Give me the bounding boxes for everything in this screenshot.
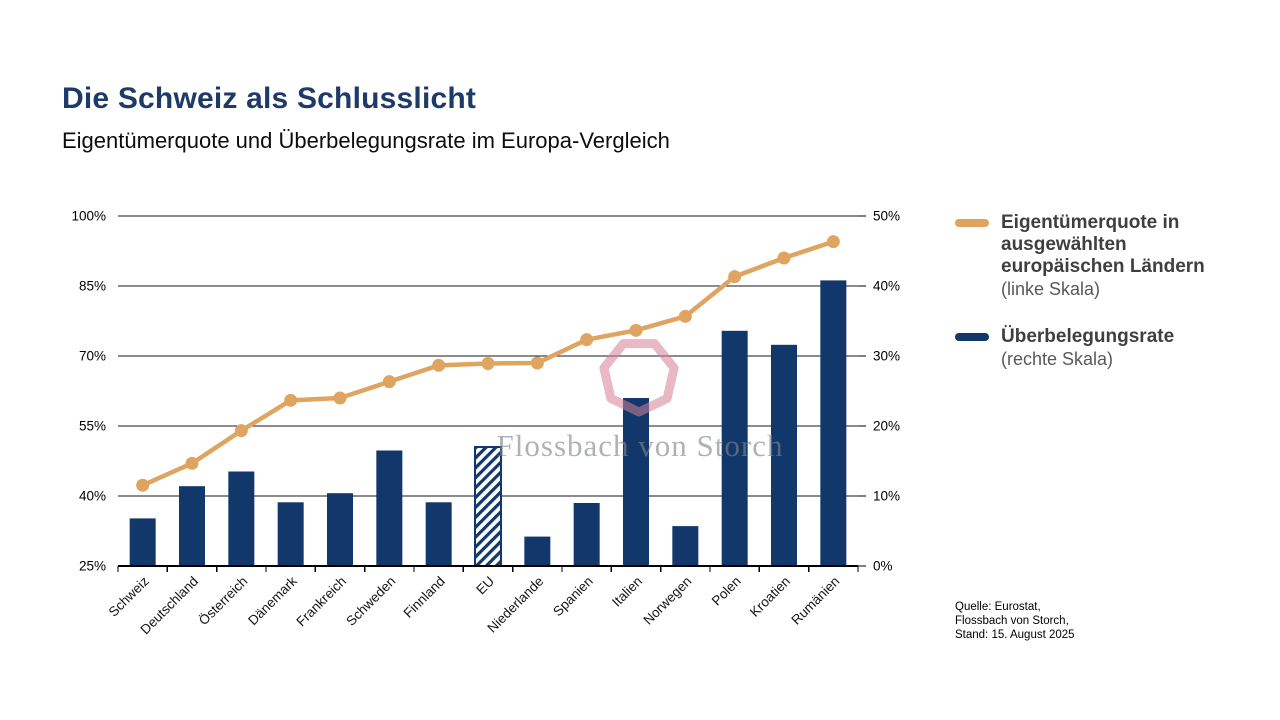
legend-entry-text: Eigentümerquote in ausgewählten europäis…: [1001, 212, 1205, 300]
legend-label-line: Überbelegungsrate: [1001, 326, 1175, 347]
bar-spanien: [573, 503, 600, 566]
left-axis-label-40-: 40%: [79, 489, 106, 504]
legend-sublabel: (rechte Skala): [1001, 349, 1114, 369]
page-subtitle: Eigentümerquote und Überbelegungsrate im…: [62, 128, 670, 153]
bar-kroatien: [771, 344, 797, 566]
line-marker-italien: [629, 323, 643, 337]
legend-entry-ueberbelegungsrate: Überbelegungsrate (rechte Skala): [955, 326, 1255, 370]
left-axis-label-70-: 70%: [79, 349, 106, 364]
bar-deutschland: [179, 486, 205, 566]
line-marker-oesterreich: [234, 424, 248, 438]
line-marker-finnland: [432, 358, 446, 372]
chart-canvas: 100% 50% 85% 40% 70% 30% 55% 20% 40% 10% 25% 0% Schw…: [71, 209, 900, 638]
line-marker-niederlande: [530, 356, 544, 370]
page-title: Die Schweiz als Schlusslicht: [62, 82, 477, 115]
line-marker-norwegen: [678, 309, 692, 323]
line-marker-daenemark: [284, 393, 298, 407]
category-label-frankreich: Frankreich: [293, 574, 349, 630]
line-marker-schweden: [382, 375, 396, 389]
bar-italien: [623, 398, 649, 566]
bar-series-swatch: [955, 333, 989, 341]
source-line: Stand: 15. August 2025: [955, 629, 1075, 641]
left-axis-label-85-: 85%: [79, 279, 106, 294]
category-label-polen: Polen: [709, 574, 744, 609]
legend-label-line: europäischen Ländern: [1001, 256, 1205, 277]
bar-rumaenien: [820, 280, 847, 566]
right-axis-label-0-: 0%: [873, 559, 893, 574]
bar-niederlande: [524, 536, 551, 566]
left-axis-label-100-: 100%: [71, 209, 106, 224]
bar-eu: [474, 446, 502, 567]
source-line: Flossbach von Storch,: [955, 615, 1069, 627]
category-label-italien: Italien: [609, 574, 645, 610]
right-axis-label-50-: 50%: [873, 209, 900, 224]
line-marker-schweiz: [136, 478, 150, 492]
left-axis-label-55-: 55%: [79, 419, 106, 434]
legend-label-line: Eigentümerquote in: [1001, 212, 1180, 233]
legend-entry-text: Überbelegungsrate (rechte Skala): [1001, 326, 1174, 370]
line-marker-polen: [728, 270, 742, 284]
line-marker-rumaenien: [826, 235, 840, 249]
bar-schweden: [376, 450, 403, 566]
category-label-spanien: Spanien: [550, 574, 596, 620]
category-label-finnland: Finnland: [401, 574, 448, 621]
right-axis-label-40-: 40%: [873, 279, 900, 294]
right-axis-label-20-: 20%: [873, 419, 900, 434]
line-marker-eu: [481, 356, 495, 370]
right-axis-label-10-: 10%: [873, 489, 900, 504]
category-label-rumaenien: Rumänien: [788, 574, 842, 628]
bar-schweiz: [129, 518, 156, 566]
watermark-text: Flossbach von Storch: [497, 428, 784, 463]
category-label-oesterreich: Österreich: [196, 574, 251, 629]
right-axis-label-30-: 30%: [873, 349, 900, 364]
legend-label-line: ausgewählten: [1001, 234, 1127, 255]
line-marker-deutschland: [185, 456, 199, 470]
category-label-daenemark: Dänemark: [245, 573, 300, 628]
left-axis-label-25-: 25%: [79, 559, 106, 574]
line-marker-spanien: [580, 333, 594, 347]
category-label-eu: EU: [473, 574, 497, 598]
line-marker-kroatien: [777, 251, 791, 265]
bar-oesterreich: [228, 471, 255, 566]
bar-frankreich: [327, 493, 353, 566]
line-marker-frankreich: [333, 391, 347, 405]
bar-polen: [721, 330, 748, 566]
category-label-norwegen: Norwegen: [640, 574, 694, 628]
bar-norwegen: [672, 526, 699, 566]
watermark-heptagon-icon: [599, 339, 679, 417]
bar-finnland: [425, 502, 452, 566]
chart-legend: Eigentümerquote in ausgewählten europäis…: [955, 212, 1255, 396]
legend-entry-eigentuemerquote: Eigentümerquote in ausgewählten europäis…: [955, 212, 1255, 300]
category-label-schweiz: Schweiz: [106, 573, 152, 619]
category-label-kroatien: Kroatien: [747, 574, 793, 620]
bar-daenemark: [277, 502, 304, 566]
line-series-swatch: [955, 219, 989, 227]
source-note: Quelle: Eurostat, Flossbach von Storch, …: [955, 600, 1075, 642]
source-line: Quelle: Eurostat,: [955, 601, 1041, 613]
legend-sublabel: (linke Skala): [1001, 279, 1101, 299]
category-label-schweden: Schweden: [343, 574, 398, 629]
